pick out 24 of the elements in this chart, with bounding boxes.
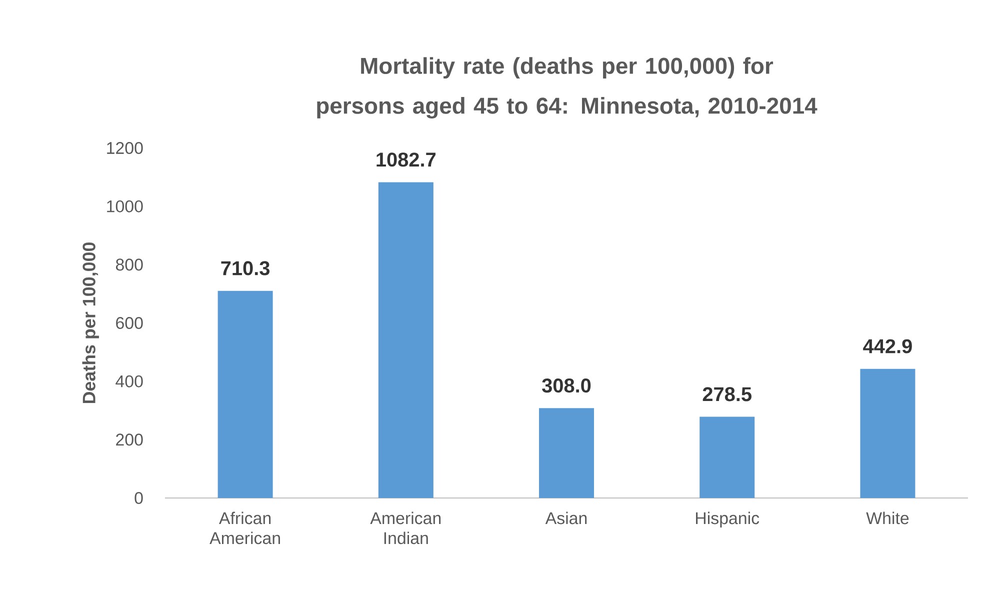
bar xyxy=(378,182,434,498)
x-tick-label: White xyxy=(866,512,909,524)
x-tick-label: American Indian xyxy=(370,512,441,544)
x-tick-label: African American xyxy=(210,512,280,544)
x-tick-label: Asian xyxy=(545,512,587,524)
x-tick-label: Hispanic xyxy=(696,512,760,528)
y-tick-label: 1000 xyxy=(107,200,143,212)
bar xyxy=(539,408,594,498)
y-tick-label: 0 xyxy=(134,492,143,504)
bar xyxy=(860,368,916,498)
data-label: 278.5 xyxy=(702,387,752,402)
y-axis-title: Deaths per 100,000 xyxy=(82,242,99,404)
data-label: 442.9 xyxy=(863,339,912,354)
data-label: 308.0 xyxy=(542,378,591,393)
y-tick-label: 200 xyxy=(116,434,143,446)
bar xyxy=(700,416,755,498)
data-label: 1082.7 xyxy=(376,152,436,167)
y-tick-label: 1200 xyxy=(107,142,143,154)
chart-title: Mortality rate (deaths per 100,000) for persons aged 45 to 64: Minnesota, 2010-2014 xyxy=(317,57,818,118)
y-tick-label: 600 xyxy=(116,317,143,329)
y-tick-label: 400 xyxy=(116,375,143,388)
bar xyxy=(218,290,273,498)
y-tick-label: 800 xyxy=(116,258,143,271)
data-label: 710.3 xyxy=(221,261,270,276)
